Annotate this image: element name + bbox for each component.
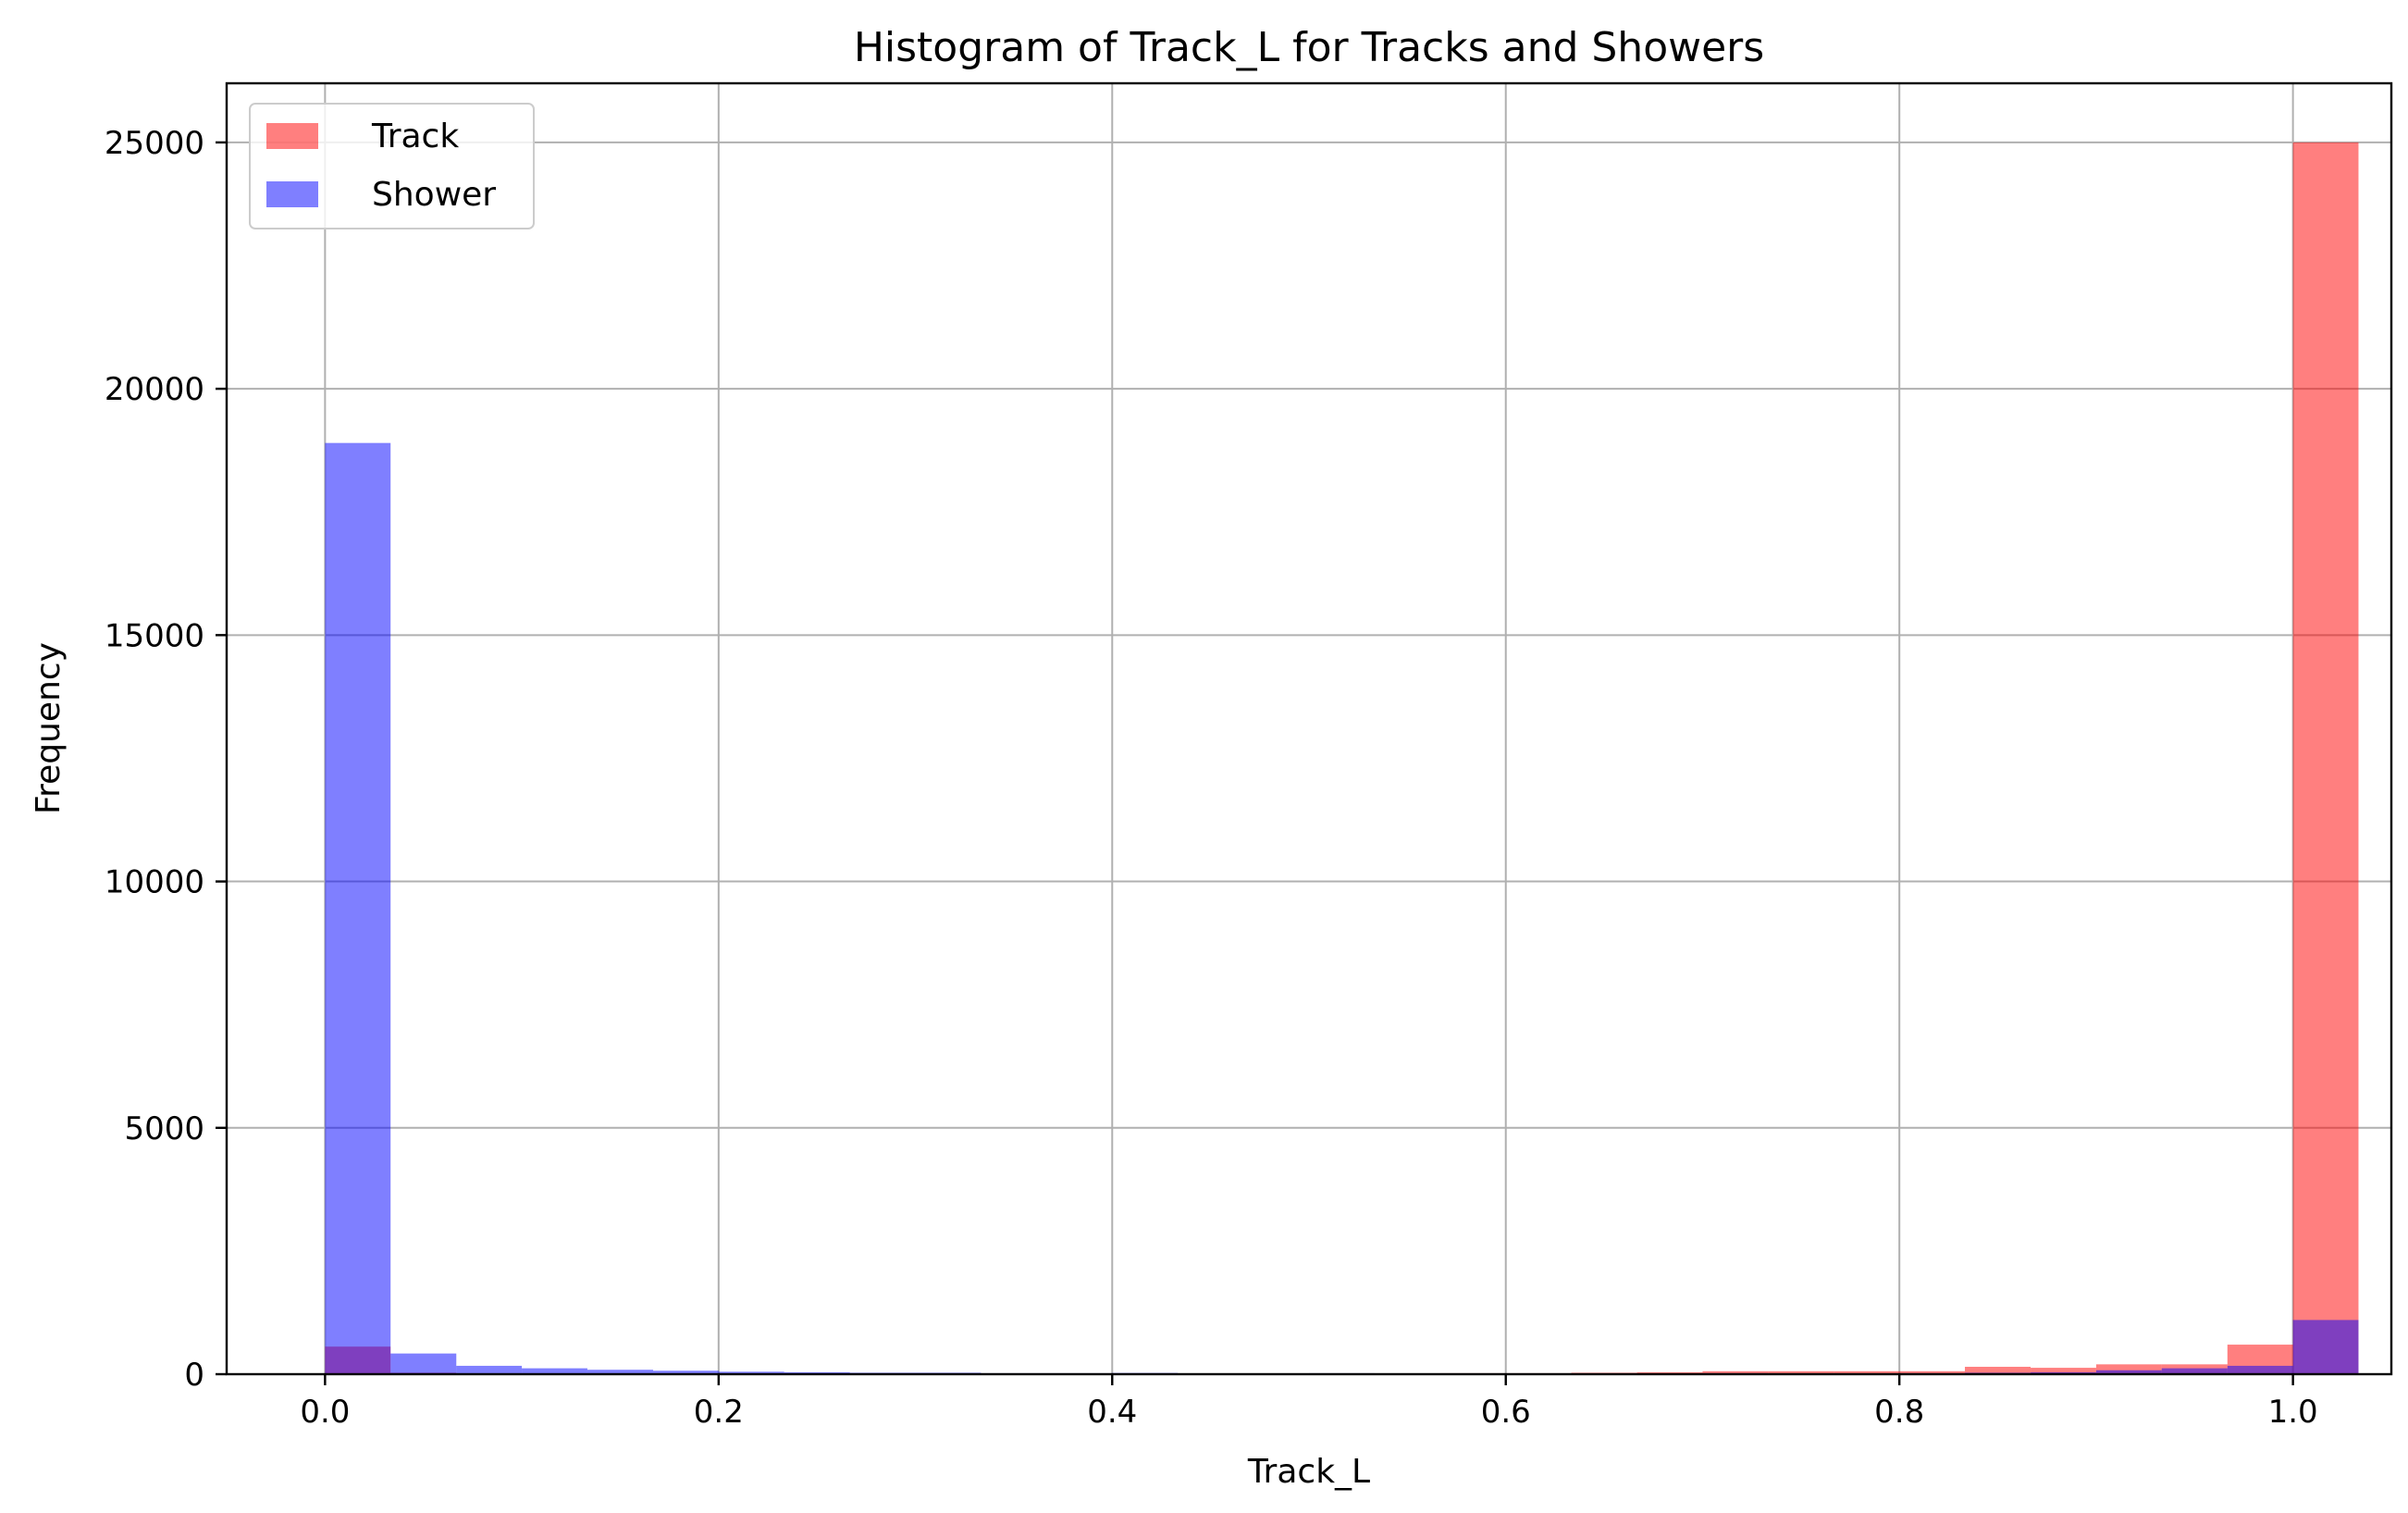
track-bar-24	[1899, 1370, 1966, 1374]
x-tick-label-4: 0.8	[1874, 1394, 1924, 1431]
shower-bar-29	[2227, 1365, 2293, 1374]
shower-bar-30	[2292, 1320, 2359, 1374]
legend-label-shower: Shower	[372, 176, 496, 214]
track-bar-23	[1834, 1370, 1900, 1374]
legend-box	[249, 103, 535, 229]
track-bar-27	[2095, 1364, 2162, 1374]
x-tick-label-5: 1.0	[2268, 1394, 2318, 1431]
chart-title: Histogram of Track_L for Tracks and Show…	[854, 24, 1764, 71]
y-tick-label-3: 15000	[105, 617, 204, 654]
shower-bar-5	[652, 1370, 719, 1374]
shower-bar-4	[587, 1370, 653, 1374]
y-tick-label-5: 25000	[105, 125, 204, 162]
shower-bar-2	[456, 1365, 523, 1374]
plot-frame	[225, 81, 2393, 1376]
track-bar-26	[2031, 1368, 2096, 1374]
legend-swatch-shower	[266, 181, 318, 207]
shower-bar-3	[522, 1368, 587, 1374]
shower-bar-28	[2161, 1368, 2228, 1374]
x-tick-label-0: 0.0	[300, 1394, 350, 1431]
track-bar-21	[1702, 1370, 1769, 1374]
x-tick-label-2: 0.4	[1087, 1394, 1137, 1431]
track-bar-30	[2292, 142, 2359, 1375]
legend-label-track: Track	[371, 118, 459, 155]
y-tick-label-1: 5000	[124, 1110, 204, 1147]
y-tick-label-0: 0	[184, 1357, 204, 1394]
legend: Track Shower	[249, 103, 535, 229]
x-tick-label-1: 0.2	[694, 1394, 744, 1431]
x-tick-label-3: 0.6	[1481, 1394, 1531, 1431]
y-axis-label: Frequency	[30, 642, 68, 814]
shower-bar-1	[390, 1353, 457, 1374]
shower-bar-6	[718, 1371, 784, 1374]
shower-bars	[325, 442, 2359, 1374]
legend-swatch-track	[266, 123, 318, 149]
track-bar-22	[1768, 1370, 1834, 1374]
y-axis-ticks: 0 5000 10000 15000 20000 25000	[105, 125, 227, 1394]
x-axis-label: Track_L	[1247, 1453, 1370, 1491]
shower-bar-27	[2095, 1370, 2162, 1374]
shower-bar-0	[325, 442, 391, 1374]
y-tick-label-4: 20000	[105, 371, 204, 408]
x-axis-ticks: 0.0 0.2 0.4 0.6 0.8 1.0	[300, 1374, 2318, 1431]
y-tick-label-2: 10000	[105, 864, 204, 901]
track-bar-25	[1965, 1367, 2031, 1374]
